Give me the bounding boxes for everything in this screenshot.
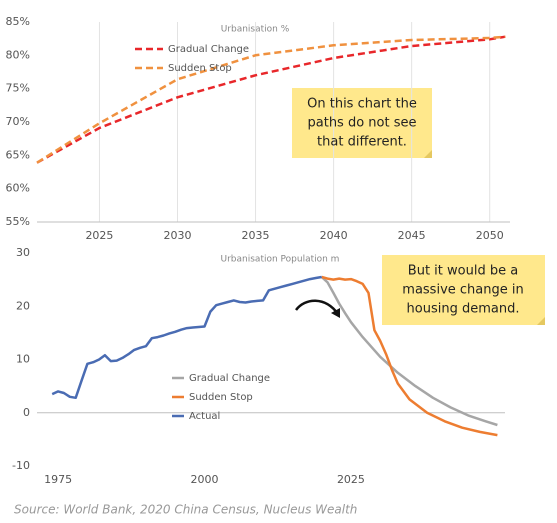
arrow-head: [331, 308, 340, 318]
x-tick-label: 2050: [476, 229, 504, 242]
x-tick-label: 2030: [163, 229, 191, 242]
sticky-note: [292, 88, 432, 158]
chart-title: Urbanisation Population m: [221, 255, 340, 265]
annotation: massive change in: [402, 283, 523, 298]
series-line: [320, 276, 498, 427]
series-line: [36, 35, 506, 164]
x-tick-label: 2000: [191, 473, 219, 486]
note-fold: [537, 317, 545, 325]
annotation: that different.: [317, 135, 407, 150]
legend-label: Actual: [189, 411, 220, 422]
y-tick-label: 30: [16, 246, 30, 259]
legend-label: Sudden Stop: [168, 63, 232, 74]
x-tick-label: 1975: [44, 473, 72, 486]
legend-label: Sudden Stop: [189, 392, 253, 403]
x-tick-label: 2045: [398, 229, 426, 242]
source: Source: World Bank, 2020 China Census, N…: [14, 503, 357, 517]
legend-label: Gradual Change: [168, 44, 249, 55]
y-tick-label: -10: [12, 459, 30, 472]
y-tick-label: 60%: [6, 182, 30, 195]
sticky-note: [382, 255, 545, 325]
y-tick-label: 20: [16, 299, 30, 312]
y-tick-label: 85%: [6, 15, 30, 28]
annotation: On this chart the: [307, 97, 417, 112]
annotation: But it would be a: [408, 264, 518, 279]
series-line: [321, 275, 498, 437]
series-line: [51, 275, 322, 400]
x-tick-label: 2040: [320, 229, 348, 242]
annotation: housing demand.: [407, 302, 520, 317]
y-tick-label: 55%: [6, 215, 30, 228]
y-tick-label: 65%: [6, 148, 30, 161]
annotation: paths do not see: [308, 116, 417, 131]
y-tick-label: 70%: [6, 115, 30, 128]
y-tick-label: 0: [23, 406, 30, 419]
arrow: [295, 299, 340, 315]
x-tick-label: 2025: [85, 229, 113, 242]
y-tick-label: 10: [16, 353, 30, 366]
x-tick-label: 2025: [337, 473, 365, 486]
y-tick-label: 80%: [6, 48, 30, 61]
note-fold: [424, 150, 432, 158]
y-tick-label: 75%: [6, 82, 30, 95]
legend-label: Gradual Change: [189, 373, 270, 384]
series-line: [36, 35, 506, 164]
x-tick-label: 2035: [242, 229, 270, 242]
